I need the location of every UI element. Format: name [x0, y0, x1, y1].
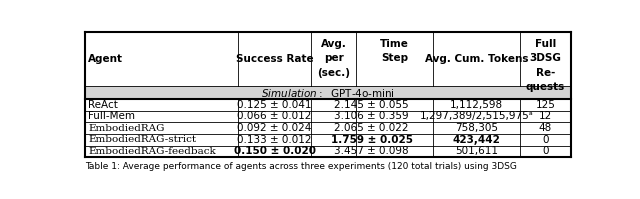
Text: per: per — [324, 53, 344, 63]
Text: 0: 0 — [542, 135, 548, 145]
Text: 0.133 ± 0.012: 0.133 ± 0.012 — [237, 135, 312, 145]
Text: 2.065 ± 0.022: 2.065 ± 0.022 — [335, 123, 409, 133]
Text: $\mathit{Simulation:}$  GPT-4o-mini: $\mathit{Simulation:}$ GPT-4o-mini — [261, 87, 395, 99]
Text: Full-Mem: Full-Mem — [88, 111, 136, 121]
Text: 758,305: 758,305 — [455, 123, 498, 133]
Text: EmbodiedRAG: EmbodiedRAG — [88, 124, 165, 133]
Text: Avg.: Avg. — [321, 39, 346, 49]
Text: Full: Full — [535, 39, 556, 49]
Text: 0.125 ± 0.041: 0.125 ± 0.041 — [237, 100, 312, 110]
Text: 0: 0 — [542, 146, 548, 156]
Bar — [85, 87, 571, 99]
Text: 125: 125 — [536, 100, 556, 110]
Text: Re-: Re- — [536, 68, 556, 78]
Text: 501,611: 501,611 — [455, 146, 498, 156]
Text: EmbodiedRAG-feedback: EmbodiedRAG-feedback — [88, 147, 216, 156]
Text: 0.092 ± 0.024: 0.092 ± 0.024 — [237, 123, 312, 133]
Text: EmbodiedRAG-strict: EmbodiedRAG-strict — [88, 135, 196, 144]
Text: 2.145 ± 0.055: 2.145 ± 0.055 — [335, 100, 409, 110]
Text: 0.150 ± 0.020: 0.150 ± 0.020 — [234, 146, 316, 156]
Text: 1,112,598: 1,112,598 — [450, 100, 503, 110]
Text: (sec.): (sec.) — [317, 68, 350, 78]
Text: 423,442: 423,442 — [452, 135, 500, 145]
Text: 1.759 ± 0.025: 1.759 ± 0.025 — [331, 135, 413, 145]
Text: Success Rate: Success Rate — [236, 54, 314, 64]
Text: Step: Step — [381, 53, 408, 63]
Text: 3.106 ± 0.359: 3.106 ± 0.359 — [335, 111, 409, 121]
Text: Table 1: Average performance of agents across three experiments (120 total trial: Table 1: Average performance of agents a… — [85, 162, 517, 171]
Text: 12: 12 — [539, 111, 552, 121]
Text: quests: quests — [526, 82, 565, 92]
Text: 3DSG: 3DSG — [529, 53, 561, 63]
Text: 48: 48 — [539, 123, 552, 133]
Text: Time: Time — [380, 39, 409, 49]
Text: 0.066 ± 0.012: 0.066 ± 0.012 — [237, 111, 312, 121]
Text: Agent: Agent — [88, 54, 124, 64]
Text: 3.457 ± 0.098: 3.457 ± 0.098 — [335, 146, 409, 156]
Text: 1,297,389/2,515,975ᵃ: 1,297,389/2,515,975ᵃ — [419, 111, 533, 121]
Text: ReAct: ReAct — [88, 100, 118, 110]
Text: Avg. Cum. Tokens: Avg. Cum. Tokens — [424, 54, 528, 64]
